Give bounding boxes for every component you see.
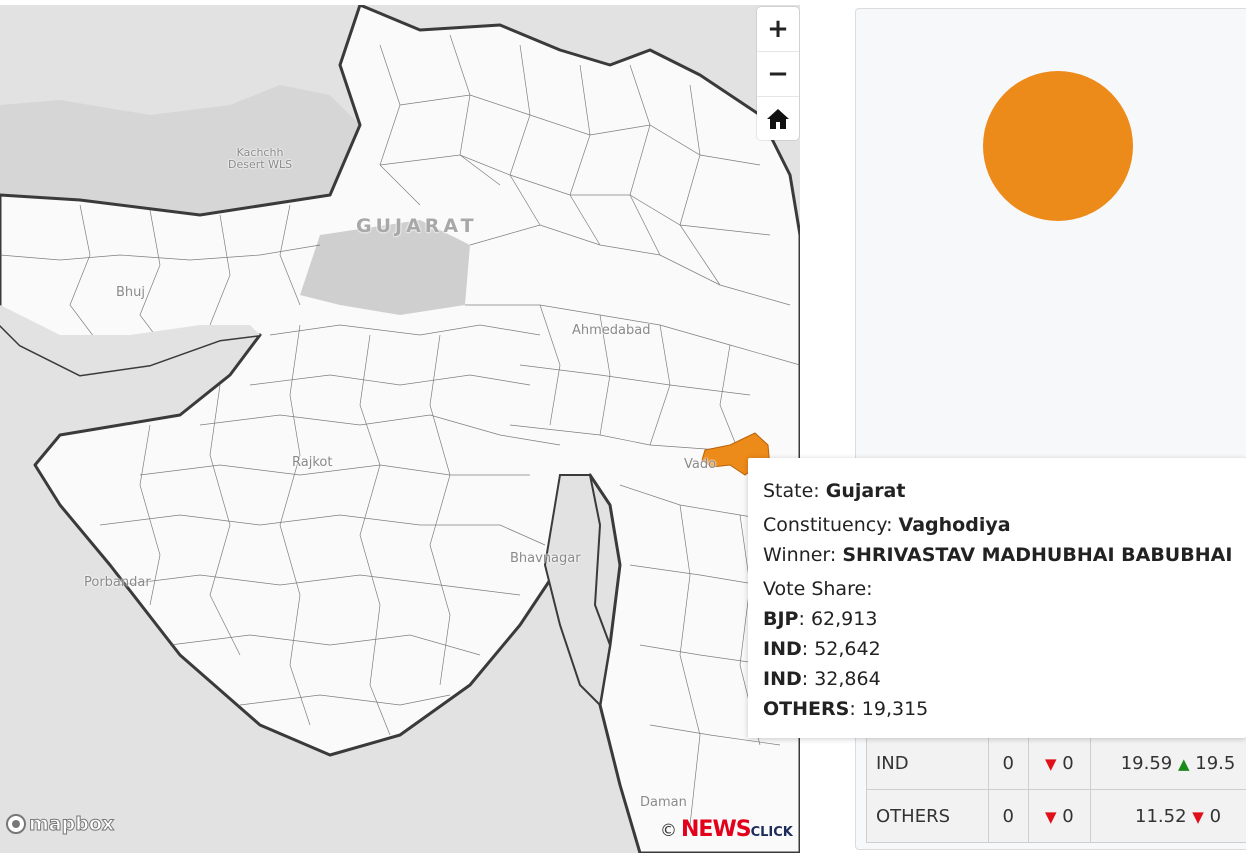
tooltip-constituency-row: Constituency: Vaghodiya <box>763 510 1246 540</box>
mapbox-logo-icon <box>6 814 26 834</box>
table-row: IND 0 ▼ 0 19.59 ▲ 19.5 <box>866 736 1246 790</box>
map-label-rajkot: Rajkot <box>292 455 333 470</box>
tooltip-vote-separator: : <box>798 608 811 630</box>
tooltip-vote-share-label: Vote Share: <box>763 578 873 600</box>
tooltip-vote-party: OTHERS <box>763 698 850 720</box>
map-label-bhuj: Bhuj <box>116 285 146 300</box>
map-label-vadodara: Vado <box>684 457 717 472</box>
tooltip-vote-party: IND <box>763 638 802 660</box>
tooltip-vote-value: 19,315 <box>861 698 929 720</box>
little-rann <box>300 220 470 315</box>
party-name: IND <box>876 752 909 774</box>
copyright-symbol: © <box>660 821 677 841</box>
results-table: IND 0 ▼ 0 19.59 ▲ 19.5 OTHERS 0 ▼ 0 11.52 ▼ 0 <box>866 736 1246 843</box>
seat-change-value: 0 <box>1062 752 1074 774</box>
seats-cell: 0 <box>987 789 1029 843</box>
rann-area <box>0 85 360 215</box>
tooltip-winner-row: Winner: SHRIVASTAV MADHUBHAI BABUBHAI <box>763 540 1246 570</box>
tooltip-vote-row: OTHERS: 19,315 <box>763 694 1246 724</box>
constituency-tooltip: State: Gujarat Constituency: Vaghodiya W… <box>748 458 1246 738</box>
map-label-bhavnagar: Bhavnagar <box>510 551 581 566</box>
seat-change-value: 0 <box>1062 805 1074 827</box>
seats-cell: 0 <box>987 736 1029 790</box>
newsclick-credit[interactable]: © NEWS CLICK <box>660 817 793 842</box>
home-icon <box>767 109 789 129</box>
tooltip-vote-value: 52,642 <box>814 638 881 660</box>
tooltip-constituency-label: Constituency: <box>763 514 899 536</box>
tooltip-winner-label: Winner: <box>763 544 843 566</box>
seat-change-down-icon: ▼ <box>1044 754 1057 773</box>
tooltip-vote-party: BJP <box>763 608 799 630</box>
gulf-khambhat <box>543 474 612 708</box>
tooltip-vote-row: IND: 52,642 <box>763 634 1246 664</box>
party-cell: IND <box>866 736 989 790</box>
map[interactable]: GUJARAT Kachchh Desert WLS Bhuj Ahmedaba… <box>0 5 800 853</box>
map-canvas <box>0 5 800 853</box>
table-row: OTHERS 0 ▼ 0 11.52 ▼ 0 <box>866 789 1246 843</box>
tooltip-vote-party: IND <box>763 668 802 690</box>
vote-pct-cell: 11.52 ▼ 0 <box>1090 789 1246 843</box>
tooltip-vote-separator: : <box>801 638 815 660</box>
newsclick-logo-news: NEWS <box>681 817 752 842</box>
vote-change-value: 0 <box>1209 805 1222 827</box>
pie-slice-bjp[interactable] <box>983 71 1133 221</box>
home-button[interactable] <box>757 97 799 141</box>
map-zoom-controls: + − <box>757 7 799 140</box>
tooltip-winner-value: SHRIVASTAV MADHUBHAI BABUBHAI <box>842 544 1233 566</box>
tooltip-state-row: State: Gujarat <box>763 476 1246 506</box>
seat-change-cell: ▼ 0 <box>1027 789 1092 843</box>
map-label-kachchh: Kachchh Desert WLS <box>228 146 293 171</box>
seats-value: 0 <box>1002 752 1014 774</box>
tooltip-vote-row: IND: 32,864 <box>763 664 1246 694</box>
vote-change-down-icon: ▼ <box>1192 807 1204 826</box>
mapbox-logo[interactable]: mapbox <box>6 813 115 836</box>
tooltip-vote-row: BJP: 62,913 <box>763 604 1246 634</box>
zoom-out-button[interactable]: − <box>757 52 799 97</box>
party-name: OTHERS <box>876 805 951 827</box>
vote-pct-cell: 19.59 ▲ 19.5 <box>1090 736 1246 790</box>
party-cell: OTHERS <box>866 789 989 843</box>
tooltip-vote-value: 32,864 <box>814 668 881 690</box>
tooltip-vote-separator: : <box>801 668 815 690</box>
gulf-kutch <box>0 305 260 375</box>
mapbox-logo-text: mapbox <box>28 813 115 836</box>
tooltip-vote-separator: : <box>849 698 862 720</box>
tooltip-constituency-value: Vaghodiya <box>898 514 1011 536</box>
seats-value: 0 <box>1002 805 1014 827</box>
tooltip-state-value: Gujarat <box>825 480 906 502</box>
vote-pct-value: 19.59 <box>1120 752 1173 774</box>
newsclick-logo-click: CLICK <box>750 825 793 840</box>
map-label-porbandar: Porbandar <box>84 575 151 590</box>
vote-pct-value: 11.52 <box>1135 805 1187 827</box>
map-label-ahmedabad: Ahmedabad <box>572 323 651 338</box>
seat-change-down-icon: ▼ <box>1044 807 1057 826</box>
seat-change-cell: ▼ 0 <box>1027 736 1092 790</box>
vote-share-pie <box>983 71 1133 221</box>
map-label-daman: Daman <box>640 795 687 810</box>
vote-change-value: 19.5 <box>1195 752 1236 774</box>
zoom-in-button[interactable]: + <box>757 7 799 52</box>
vote-change-up-icon: ▲ <box>1177 754 1190 773</box>
map-label-state: GUJARAT <box>356 215 478 237</box>
tooltip-vote-list: BJP: 62,913 IND: 52,642 IND: 32,864 OTHERS:… <box>763 604 1246 724</box>
tooltip-state-label: State: <box>763 480 826 502</box>
tooltip-vote-value: 62,913 <box>810 608 878 630</box>
